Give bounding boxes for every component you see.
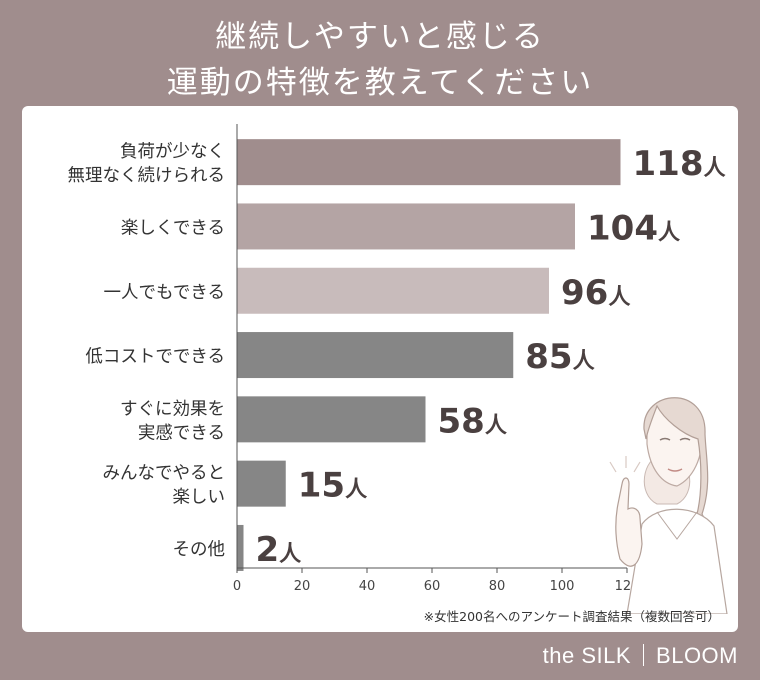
value-unit-2: 人: [608, 285, 630, 310]
value-unit-4: 人: [485, 413, 507, 438]
value-label-1: 104人: [587, 208, 680, 248]
category-label-1-0: 楽しくできる: [121, 218, 225, 238]
title-line-2: 運動の特徴を教えてください: [166, 65, 594, 101]
category-label-0-1: 無理なく続けられる: [68, 166, 226, 186]
brand-left: the SILK: [542, 643, 632, 668]
brand-right: BLOOM: [656, 643, 738, 668]
bar-6: [237, 524, 244, 571]
category-label-0-0: 負荷が少なく: [120, 142, 225, 162]
category-label-3-0: 低コストでできる: [85, 347, 225, 367]
category-label-5-0: みんなでやると: [103, 464, 226, 484]
woman-illustration: [609, 397, 728, 614]
value-unit-6: 人: [279, 542, 301, 567]
x-tick-label-0: 0: [233, 579, 241, 594]
x-tick-label-2: 40: [359, 579, 376, 594]
title-line-1: 継続しやすいと感じる: [215, 19, 545, 55]
value-label-0: 118人: [633, 144, 726, 184]
x-tick-label-4: 80: [489, 579, 506, 594]
value-label-6: 2人: [256, 530, 302, 570]
value-label-2: 96人: [561, 273, 630, 313]
page-title: 継続しやすいと感じる 運動の特徴を教えてください: [0, 14, 760, 106]
bar-0: [237, 139, 621, 186]
value-label-5: 15人: [298, 466, 367, 506]
value-unit-1: 人: [658, 220, 680, 245]
value-unit-0: 人: [703, 156, 725, 181]
value-unit-5: 人: [345, 478, 367, 503]
x-tick-label-5: 100: [550, 579, 575, 594]
bar-3: [237, 332, 514, 379]
value-label-4: 58人: [438, 401, 507, 441]
x-tick-label-1: 20: [294, 579, 311, 594]
value-unit-3: 人: [573, 349, 595, 374]
x-tick-label-3: 60: [424, 579, 441, 594]
bar-1: [237, 203, 575, 250]
bar-2: [237, 267, 549, 314]
value-label-3: 85人: [525, 337, 594, 377]
bar-5: [237, 460, 286, 507]
category-label-5-1: 楽しい: [173, 488, 226, 508]
footnote: ※女性200名へのアンケート調査結果（複数回答可）: [423, 609, 720, 624]
category-label-4-1: 実感できる: [138, 423, 225, 443]
category-label-4-0: すぐに効果を: [120, 399, 225, 419]
chart-panel: 負荷が少なく無理なく続けられる 118人楽しくできる 104人一人でもできる 96人低…: [22, 106, 738, 632]
category-label-6-0: その他: [173, 540, 226, 560]
bar-4: [237, 396, 426, 443]
brand-logo: the SILK BLOOM: [543, 643, 738, 669]
brand-separator: [643, 644, 645, 666]
category-label-2-0: 一人でもできる: [104, 283, 225, 303]
